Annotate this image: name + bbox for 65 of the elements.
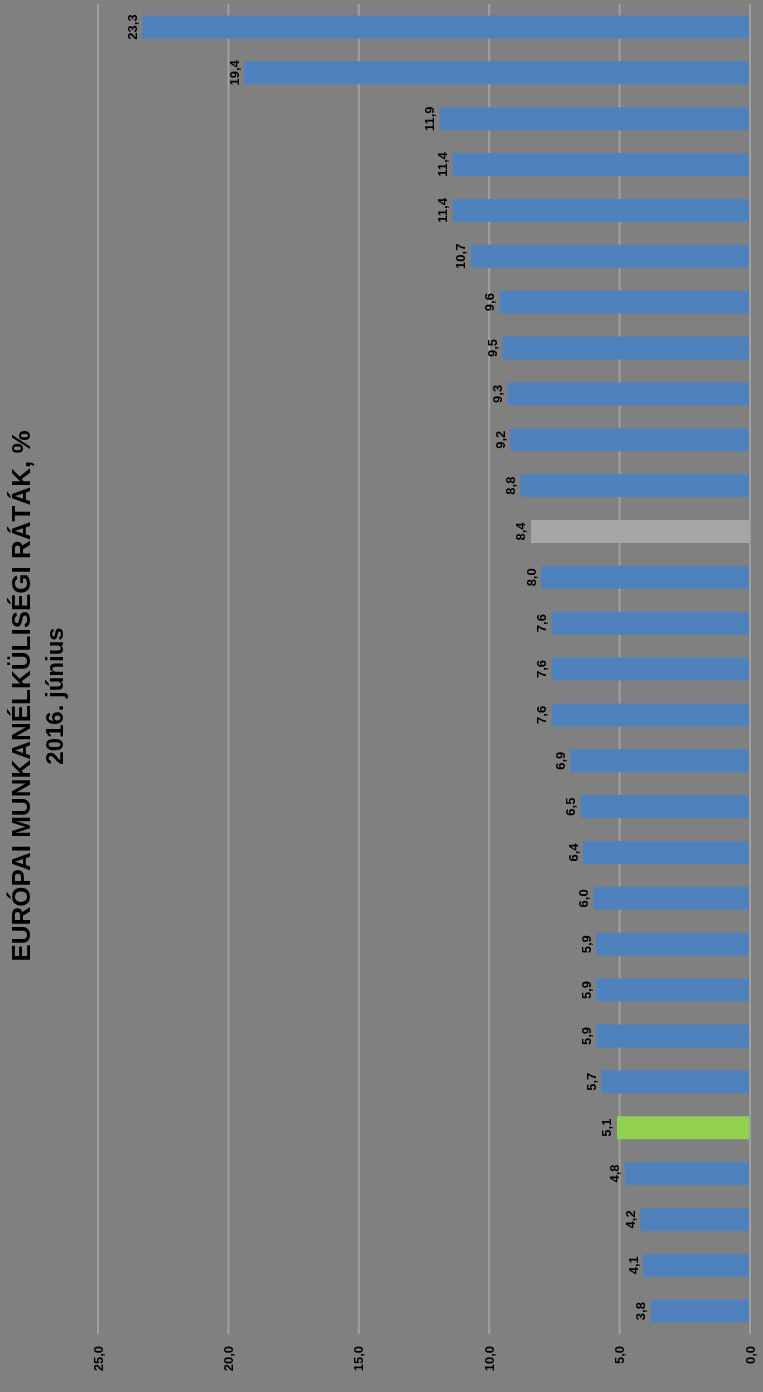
data-label: 19,4 (226, 59, 242, 86)
data-label: 11,4 (435, 197, 451, 223)
bar (510, 428, 750, 452)
bar (596, 932, 750, 956)
bar (643, 1253, 750, 1277)
x-tick-label: 10,0 (481, 1346, 497, 1372)
x-tick-label: 25,0 (90, 1346, 106, 1372)
data-label: 3,8 (633, 1302, 649, 1321)
bar (470, 244, 750, 268)
bar (601, 1070, 750, 1094)
data-label: 6,5 (562, 797, 578, 816)
bar (580, 795, 750, 819)
data-label: 5,9 (578, 935, 594, 954)
bar (616, 1116, 750, 1140)
data-label: 9,6 (482, 293, 498, 312)
bar (142, 15, 750, 39)
data-label: 8,8 (503, 476, 518, 495)
data-label: 9,3 (489, 384, 505, 403)
data-label: 9,2 (492, 430, 508, 449)
data-label: 11,9 (422, 106, 438, 131)
bar (452, 153, 750, 177)
bar (502, 336, 750, 360)
bar (583, 840, 750, 864)
data-label: 5,7 (583, 1072, 599, 1091)
x-tick-label: 5,0 (612, 1346, 628, 1365)
bar (244, 61, 750, 85)
data-label: 4,8 (607, 1164, 623, 1183)
data-label: 5,9 (578, 981, 594, 1000)
data-label: 7,6 (534, 705, 550, 724)
bar (593, 886, 750, 910)
bar (499, 290, 750, 314)
bar (596, 978, 750, 1002)
data-label: 5,1 (599, 1118, 615, 1137)
bar (551, 611, 750, 635)
data-label: 8,0 (523, 568, 539, 587)
bar (570, 749, 750, 773)
data-label: 4,1 (625, 1256, 641, 1275)
x-tick-label: 15,0 (351, 1346, 367, 1372)
data-label: 11,4 (435, 151, 451, 177)
bar (624, 1162, 750, 1186)
data-label: 10,7 (453, 243, 469, 269)
data-label: 8,4 (513, 521, 529, 541)
bar (520, 474, 750, 498)
data-label: 23,3 (124, 14, 140, 40)
x-tick-label: 20,0 (220, 1346, 236, 1372)
bar (650, 1299, 750, 1323)
data-label: 7,6 (534, 614, 550, 633)
text: EURÓPAI MUNKANÉLKÜLISÉGI RÁTÁK, % (6, 429, 37, 964)
bar (551, 703, 750, 727)
text: 2016. június (41, 626, 69, 767)
bar (507, 382, 750, 406)
bar (640, 1207, 750, 1231)
data-label: 7,6 (534, 660, 550, 679)
x-tick-label: 0,0 (742, 1346, 758, 1365)
bar (551, 657, 750, 681)
data-label: 9,5 (484, 338, 500, 358)
bar (596, 1024, 750, 1048)
data-label: 4,2 (622, 1210, 638, 1229)
bar (541, 565, 750, 589)
data-label: 5,9 (578, 1026, 594, 1045)
data-label: 6,4 (565, 842, 581, 862)
bar (439, 107, 750, 131)
data-label: 6,9 (552, 751, 568, 770)
bar (452, 198, 750, 222)
data-label: 6,0 (576, 889, 592, 908)
